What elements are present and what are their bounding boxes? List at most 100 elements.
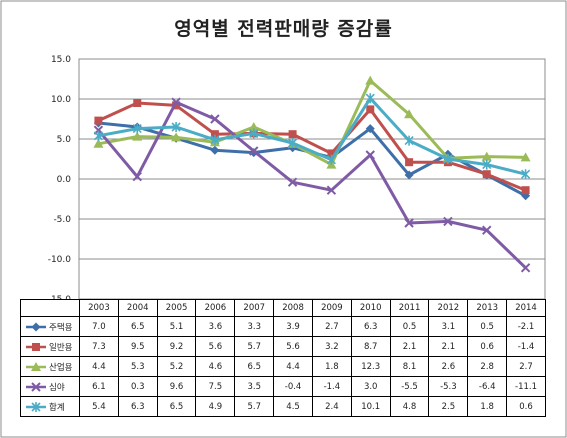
data-label: -11.1 (506, 376, 546, 397)
data-point (326, 154, 336, 165)
data-label: 3.1 (428, 316, 469, 337)
series-lines (93, 75, 531, 273)
data-label: 2.5 (428, 396, 469, 417)
y-tick-label: 15.0 (51, 55, 71, 65)
data-point (249, 146, 259, 156)
data-label: -0.4 (273, 376, 313, 397)
data-label: 2.1 (428, 336, 469, 357)
data-label: 6.5 (234, 356, 275, 377)
data-label: 9.5 (117, 336, 158, 357)
series-line (97, 100, 527, 269)
data-point (287, 177, 298, 187)
x-tick-label: 2009 (311, 299, 352, 317)
data-label: 4.5 (273, 396, 313, 417)
y-tick-label: 0.0 (57, 175, 72, 185)
legend-key (26, 402, 46, 412)
legend-entry: 심야 (20, 376, 80, 397)
y-tick-label: -10.0 (48, 255, 72, 265)
line-chart: 15.0 10.0 5.0 0.0 -5.0 -10.0 -15.0 (48, 55, 546, 300)
data-label: 2.4 (311, 396, 352, 417)
table-row: 심야 6.1 0.3 9.6 7.5 3.5 -0.4 -1.4 3.0 -5.5 -5.3 -6.4… (20, 376, 546, 397)
data-point (132, 123, 142, 134)
data-point (404, 135, 414, 146)
data-point (481, 151, 492, 161)
data-label: 5.1 (156, 316, 197, 337)
data-label: 3.9 (273, 316, 313, 337)
data-point (288, 138, 298, 148)
data-point (521, 169, 531, 180)
data-point (171, 122, 181, 132)
data-point (171, 132, 182, 142)
data-label: 5.6 (273, 336, 313, 357)
data-label: 4.6 (195, 356, 236, 377)
data-point (210, 114, 220, 124)
data-label: 6.1 (79, 376, 119, 397)
data-label: 3.5 (234, 376, 275, 397)
data-point (482, 225, 492, 235)
data-table: 2003 2004 2005 2006 2007 2008 2009 2010 2011 2012… (20, 299, 546, 417)
table-row: 합계 5.4 6.3 6.5 4.9 5.7 4.5 2.4 10.1 4.8 2.5 1.8 0.6 (20, 396, 546, 417)
data-label: 0.3 (117, 376, 158, 397)
data-point (404, 109, 415, 119)
data-point (365, 93, 375, 104)
data-point (327, 149, 336, 158)
series-3 (93, 75, 531, 169)
x-tick-label: 2010 (350, 299, 391, 317)
data-point (210, 145, 220, 155)
legend-label: 일반용 (49, 342, 73, 353)
chart-title: 영역별 전력판매량 증감률 (174, 18, 393, 40)
data-label: -6.4 (467, 376, 508, 397)
x-tick-label: 2012 (428, 299, 469, 317)
data-point (482, 159, 492, 170)
data-point (93, 130, 103, 141)
legend-label: 심야 (49, 382, 65, 393)
y-tick-label: -15.0 (48, 295, 72, 300)
data-label: 12.3 (350, 356, 391, 377)
x-tick-label: 2007 (234, 299, 275, 317)
data-label: 6.3 (117, 396, 158, 417)
data-point (520, 263, 531, 273)
data-label: 7.0 (79, 316, 119, 337)
data-point (520, 152, 531, 162)
data-label: 3.0 (350, 376, 391, 397)
data-point (326, 185, 337, 195)
data-label: 5.6 (195, 336, 236, 357)
table-header-row: 2003 2004 2005 2006 2007 2008 2009 2010 2011 2012… (20, 299, 546, 317)
data-label: 3.6 (195, 316, 236, 337)
series-4 (93, 97, 531, 273)
data-label: 1.8 (311, 356, 352, 377)
x-tick-label: 2004 (117, 299, 158, 317)
y-tick-label: -5.0 (53, 215, 71, 225)
legend-entry: 주택용 (20, 316, 80, 337)
data-point (365, 124, 375, 134)
data-label: 4.8 (389, 396, 430, 417)
data-label: 5.7 (234, 396, 275, 417)
data-label: 2.6 (428, 356, 469, 377)
data-label: 6.3 (350, 316, 391, 337)
data-label: 6.5 (117, 316, 158, 337)
legend-key (26, 322, 46, 332)
data-point (171, 97, 181, 107)
data-label: 9.2 (156, 336, 197, 357)
data-point (248, 122, 259, 131)
data-point (443, 216, 453, 227)
table-corner (20, 299, 80, 317)
data-label: 0.6 (467, 336, 508, 357)
data-label: 3.3 (234, 316, 275, 337)
data-label: 5.4 (79, 396, 119, 417)
data-label: 9.6 (156, 376, 197, 397)
data-label: 0.5 (389, 316, 430, 337)
data-point (365, 75, 376, 85)
data-label: 5.3 (117, 356, 158, 377)
data-label: 4.4 (79, 356, 119, 377)
x-tick-label: 2006 (195, 299, 236, 317)
series-line (97, 101, 527, 192)
data-label: 2.7 (311, 316, 352, 337)
data-point (132, 171, 142, 182)
series-line (98, 96, 526, 176)
y-tick-label: 5.0 (57, 135, 72, 145)
data-label: 8.7 (350, 336, 391, 357)
data-point (133, 99, 142, 107)
x-tick-label: 2011 (389, 299, 430, 317)
legend-label: 합계 (49, 402, 65, 413)
